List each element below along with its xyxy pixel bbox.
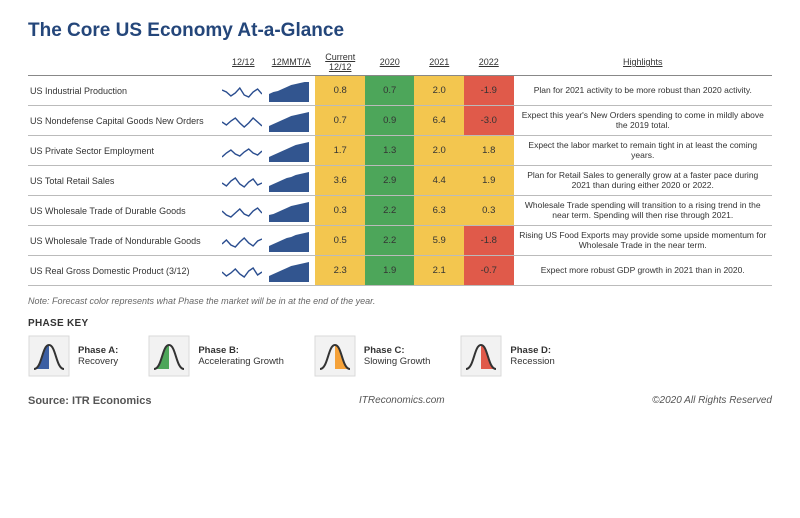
cell [220, 196, 267, 226]
cell: -0.7 [464, 256, 514, 286]
cell: 2.2 [365, 196, 415, 226]
col-2022: 2022 [464, 50, 514, 76]
economy-table: 12/12 12MMT/A Current 12/12 2020 2021 20… [28, 50, 772, 286]
table-row: US Private Sector Employment 1.71.32.01.8… [28, 136, 772, 166]
cell: Expect this year's New Orders spending t… [514, 106, 772, 136]
cell: -1.9 [464, 76, 514, 106]
cell: Expect the labor market to remain tight … [514, 136, 772, 166]
cell: 0.3 [315, 196, 365, 226]
cell: 0.7 [365, 76, 415, 106]
cell [220, 136, 267, 166]
cell: 0.5 [315, 226, 365, 256]
phase-icon [28, 335, 70, 377]
cell: 2.2 [365, 226, 415, 256]
col-12mmta: 12MMT/A [267, 50, 315, 76]
header-row: 12/12 12MMT/A Current 12/12 2020 2021 20… [28, 50, 772, 76]
cell: US Nondefense Capital Goods New Orders [28, 106, 220, 136]
footer-site: ITReconomics.com [359, 395, 445, 407]
footer: Source: ITR Economics ITReconomics.com ©… [28, 391, 772, 407]
cell [267, 256, 315, 286]
cell: 1.9 [464, 166, 514, 196]
cell: Plan for Retail Sales to generally grow … [514, 166, 772, 196]
cell: 1.7 [315, 136, 365, 166]
cell: 5.9 [414, 226, 464, 256]
phase-icon [314, 335, 356, 377]
phase-label: Phase D:Recession [510, 345, 554, 368]
cell [220, 256, 267, 286]
phase-key-row: Phase A:Recovery Phase B:Accelerating Gr… [28, 335, 772, 377]
cell: 2.1 [414, 256, 464, 286]
page-title: The Core US Economy At-a-Glance [28, 20, 772, 42]
footer-source: Source: ITR Economics [28, 395, 151, 407]
cell: -1.8 [464, 226, 514, 256]
cell [220, 76, 267, 106]
phase-label: Phase A:Recovery [78, 345, 118, 368]
cell [267, 196, 315, 226]
table-row: US Wholesale Trade of Nondurable Goods 0.… [28, 226, 772, 256]
phase-key-item: Phase A:Recovery [28, 335, 118, 377]
col-indicator [28, 50, 220, 76]
footer-copyright: ©2020 All Rights Reserved [652, 395, 772, 407]
cell [267, 166, 315, 196]
table-row: US Industrial Production 0.80.72.0-1.9Pla… [28, 76, 772, 106]
cell [267, 136, 315, 166]
cell: Plan for 2021 activity to be more robust… [514, 76, 772, 106]
table-row: US Wholesale Trade of Durable Goods0.32.… [28, 196, 772, 226]
phase-key-item: Phase C:Slowing Growth [314, 335, 431, 377]
cell [267, 226, 315, 256]
cell: 1.9 [365, 256, 415, 286]
cell: Wholesale Trade spending will transition… [514, 196, 772, 226]
cell: 6.4 [414, 106, 464, 136]
col-2021: 2021 [414, 50, 464, 76]
cell [267, 76, 315, 106]
cell: 2.0 [414, 76, 464, 106]
cell: US Wholesale Trade of Nondurable Goods [28, 226, 220, 256]
cell: 3.6 [315, 166, 365, 196]
cell [220, 226, 267, 256]
phase-key-item: Phase B:Accelerating Growth [148, 335, 284, 377]
col-2020: 2020 [365, 50, 415, 76]
phase-label: Phase C:Slowing Growth [364, 345, 431, 368]
cell: 2.0 [414, 136, 464, 166]
cell: 0.8 [315, 76, 365, 106]
col-current: Current 12/12 [315, 50, 365, 76]
cell: Expect more robust GDP growth in 2021 th… [514, 256, 772, 286]
phase-icon [460, 335, 502, 377]
cell: 6.3 [414, 196, 464, 226]
cell: 0.3 [464, 196, 514, 226]
cell: 2.9 [365, 166, 415, 196]
cell: -3.0 [464, 106, 514, 136]
cell: 4.4 [414, 166, 464, 196]
cell [220, 166, 267, 196]
cell: 1.8 [464, 136, 514, 166]
cell: US Wholesale Trade of Durable Goods [28, 196, 220, 226]
cell: US Total Retail Sales [28, 166, 220, 196]
cell: US Real Gross Domestic Product (3/12) [28, 256, 220, 286]
table-row: US Real Gross Domestic Product (3/12) 2.3… [28, 256, 772, 286]
table-row: US Total Retail Sales 3.62.94.41.9Plan fo… [28, 166, 772, 196]
col-highlights: Highlights [514, 50, 772, 76]
cell: US Private Sector Employment [28, 136, 220, 166]
cell: US Industrial Production [28, 76, 220, 106]
cell: Rising US Food Exports may provide some … [514, 226, 772, 256]
footnote: Note: Forecast color represents what Pha… [28, 296, 772, 306]
table-row: US Nondefense Capital Goods New Orders 0.… [28, 106, 772, 136]
cell: 1.3 [365, 136, 415, 166]
phase-icon [148, 335, 190, 377]
col-1212: 12/12 [220, 50, 267, 76]
phase-label: Phase B:Accelerating Growth [198, 345, 284, 368]
phase-key-title: PHASE KEY [28, 318, 772, 329]
cell: 0.7 [315, 106, 365, 136]
cell [220, 106, 267, 136]
cell: 2.3 [315, 256, 365, 286]
cell [267, 106, 315, 136]
cell: 0.9 [365, 106, 415, 136]
phase-key-item: Phase D:Recession [460, 335, 554, 377]
